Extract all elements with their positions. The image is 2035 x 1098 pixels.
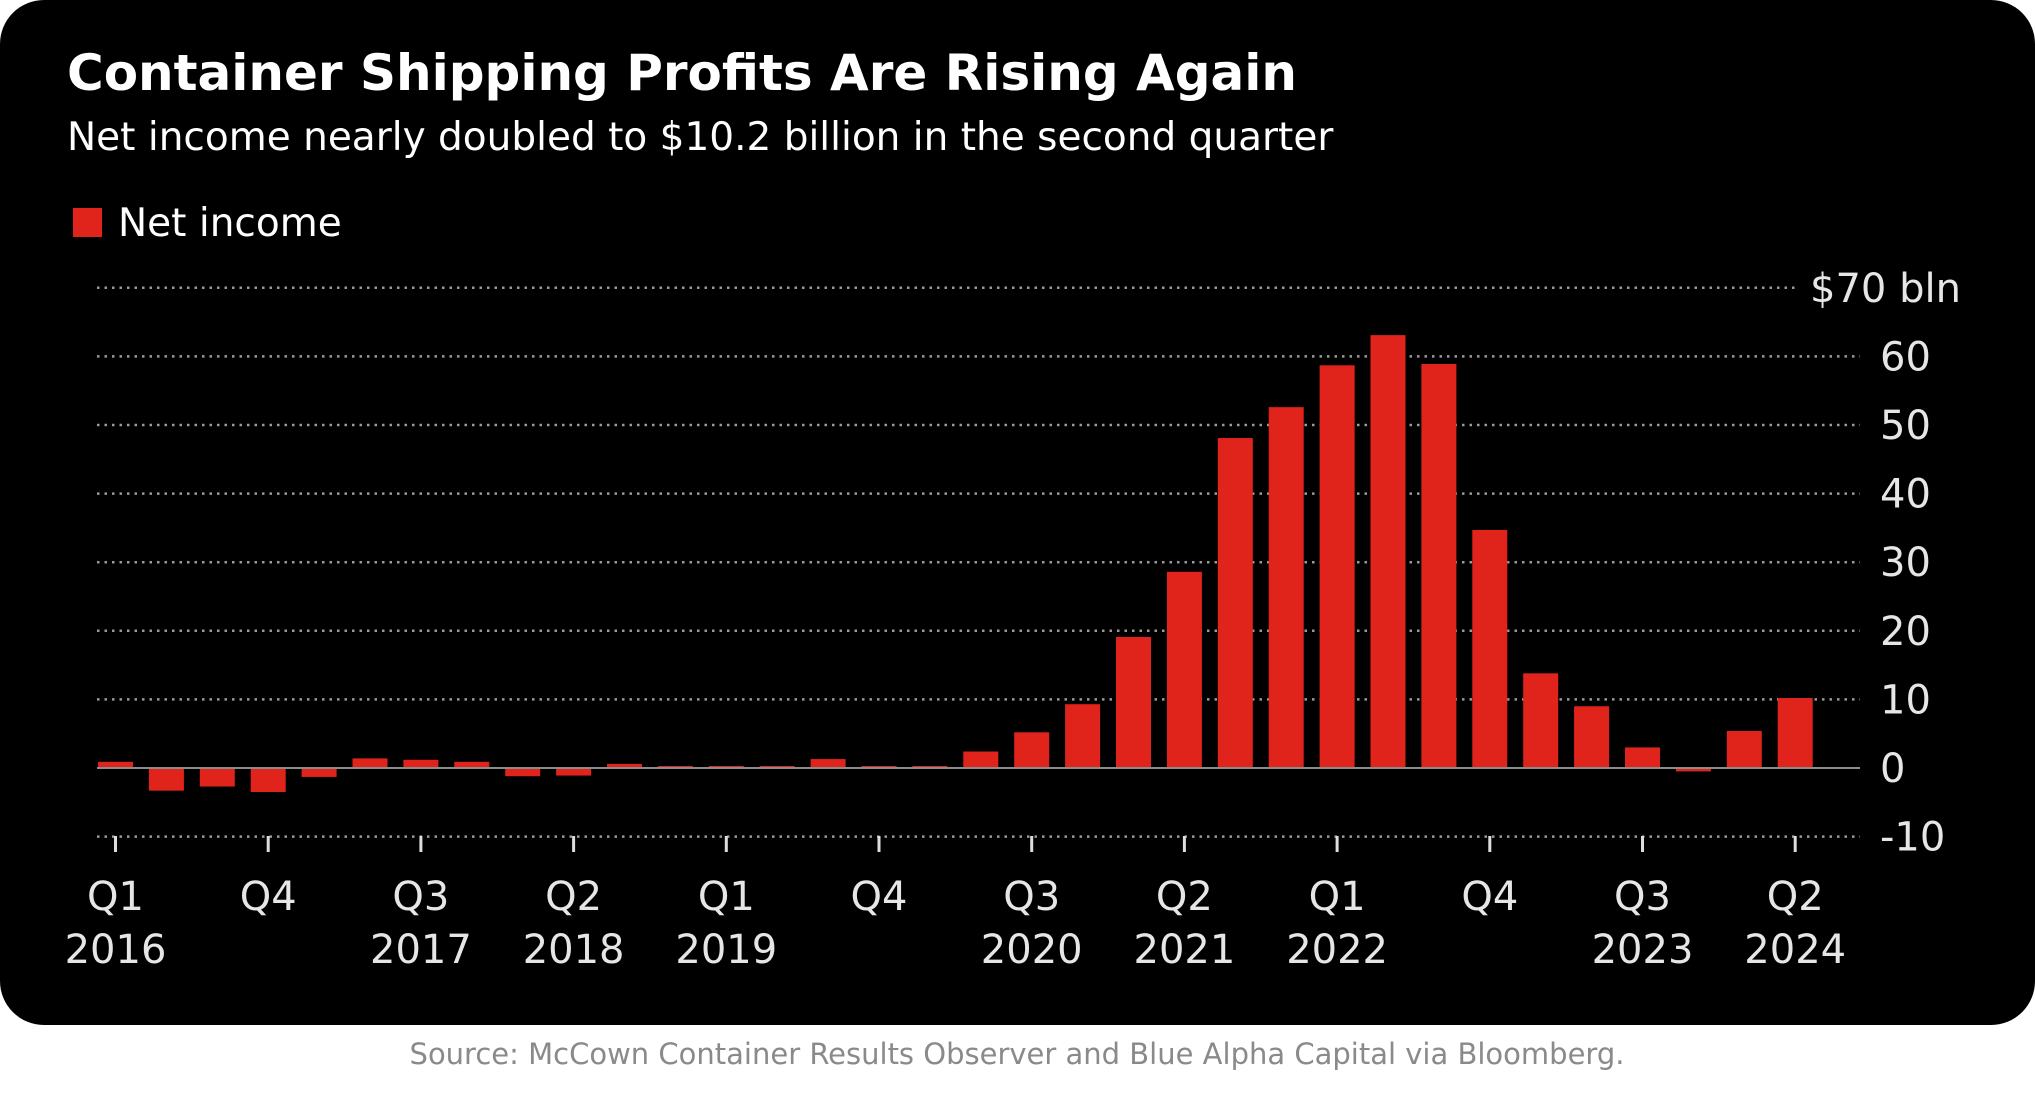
x-tick-label: Q2	[545, 874, 602, 920]
bar	[403, 759, 439, 768]
x-tick-year: 2024	[1744, 927, 1846, 973]
bars	[98, 335, 1813, 793]
chart-subtitle: Net income nearly doubled to $10.2 billi…	[67, 115, 1334, 160]
bar	[963, 751, 999, 768]
bar	[1370, 335, 1406, 768]
x-tick-year: 2020	[981, 927, 1083, 973]
bar	[1319, 365, 1355, 768]
bar	[148, 768, 184, 791]
bar	[1523, 673, 1559, 768]
bar	[607, 763, 642, 768]
x-tick-label: Q4	[240, 874, 297, 920]
bar	[1065, 704, 1101, 768]
bar	[1675, 768, 1711, 772]
y-tick-label: 50	[1880, 403, 1931, 449]
bar	[1777, 698, 1813, 768]
y-tick-label: 30	[1880, 540, 1931, 586]
bar	[1268, 407, 1304, 768]
bar	[1166, 571, 1202, 768]
bar	[1472, 529, 1508, 768]
y-tick-label: 60	[1880, 334, 1931, 380]
x-tick-year: 2016	[65, 927, 167, 973]
chart-title: Container Shipping Profits Are Rising Ag…	[67, 44, 1297, 102]
bar	[1421, 363, 1457, 768]
x-tick-year: 2021	[1134, 927, 1236, 973]
grid-lines	[97, 286, 1860, 838]
x-tick-year: 2018	[523, 927, 625, 973]
bar	[98, 761, 133, 768]
y-axis-labels: -10 0 10 20 30 40 50 60 $70 bln	[1810, 266, 1961, 861]
y-tick-label: 40	[1880, 472, 1931, 518]
x-tick-year: 2019	[675, 927, 777, 973]
x-tick-year: 2023	[1592, 927, 1694, 973]
bar	[1116, 636, 1151, 768]
y-tick-label: $70 bln	[1810, 266, 1961, 312]
bar	[250, 768, 286, 793]
bar	[556, 768, 592, 776]
y-tick-label: 0	[1880, 746, 1905, 792]
y-tick-label: -10	[1880, 815, 1945, 861]
bar	[810, 759, 846, 768]
legend-label: Net income	[118, 201, 342, 246]
bar	[352, 758, 388, 768]
x-tick-label: Q1	[87, 874, 144, 920]
bar	[301, 768, 337, 777]
bar	[1625, 747, 1660, 768]
bar	[505, 768, 541, 777]
bar	[1014, 732, 1050, 768]
x-tick-label: Q4	[851, 874, 908, 920]
bar	[454, 761, 490, 768]
bar	[1726, 730, 1762, 768]
x-axis-labels: Q1 2016 Q4 Q3 2017 Q2 2018 Q1 2019 Q4 Q3 2020 Q2 2021…	[65, 836, 1846, 973]
x-tick-label: Q3	[392, 874, 449, 920]
bar	[1217, 438, 1253, 768]
x-tick-label: Q3	[1614, 874, 1671, 920]
source-note: Source: McCown Container Results Observe…	[410, 1037, 1625, 1071]
x-tick-label: Q2	[1156, 874, 1213, 920]
x-tick-label: Q2	[1767, 874, 1824, 920]
y-tick-label: 20	[1880, 609, 1931, 655]
x-tick-label: Q1	[1309, 874, 1366, 920]
bar	[1574, 706, 1610, 768]
x-tick-label: Q3	[1003, 874, 1060, 920]
x-tick-year: 2017	[370, 927, 472, 973]
y-tick-label: 10	[1880, 677, 1931, 723]
x-tick-label: Q1	[698, 874, 755, 920]
bar	[199, 768, 235, 787]
x-tick-label: Q4	[1461, 874, 1518, 920]
legend-swatch	[73, 208, 102, 237]
x-tick-year: 2022	[1286, 927, 1388, 973]
